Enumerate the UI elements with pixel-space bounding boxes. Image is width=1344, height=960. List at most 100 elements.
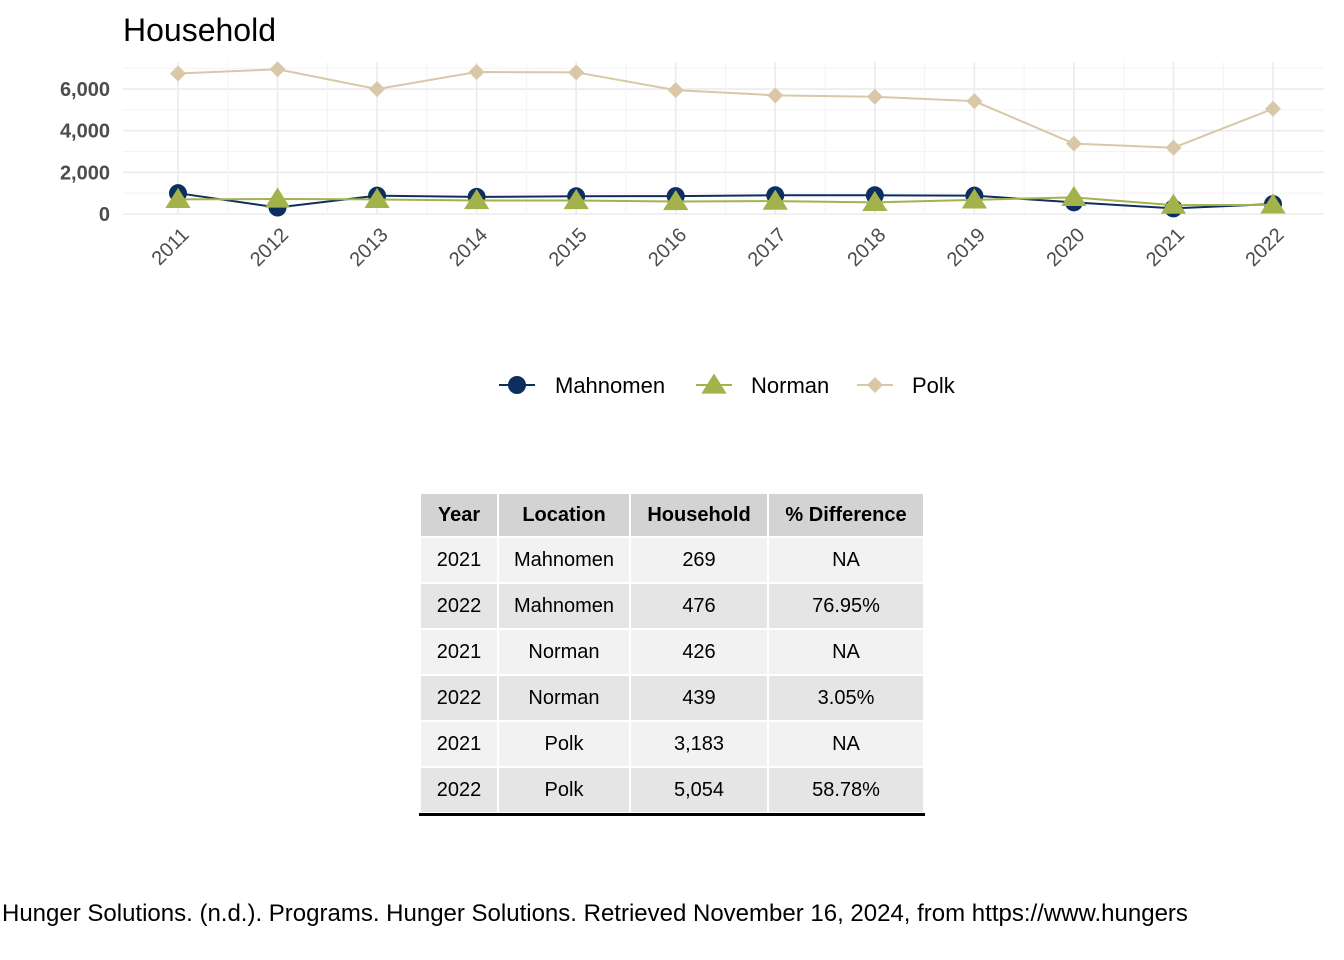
table-row: 2022 Polk 5,054 58.78% [421,768,923,812]
table-cell: Norman [499,676,629,720]
x-tick-label: 2011 [148,224,194,270]
table-cell: 58.78% [769,768,923,812]
table-cell: Mahnomen [499,538,629,582]
x-tick-label: 2022 [1242,224,1289,271]
source-citation: Hunger Solutions. (n.d.). Programs. Hung… [2,900,1188,927]
table-cell: Polk [499,722,629,766]
polk-point [468,63,485,80]
summary-table: Year Location Household% Difference 2021 Ma… [419,492,925,814]
norman-point [165,187,191,209]
norman-point [762,189,788,210]
y-tick-label: 0 [99,204,110,226]
polk-point [369,81,386,98]
table-header-row: Year Location Household% Difference [421,494,923,536]
table-cell: 3.05% [769,676,923,720]
norman-point [563,188,589,210]
x-tick-label: 2016 [644,224,691,271]
y-tick-label: 2,000 [60,162,110,184]
polk-point [1165,139,1182,156]
polk-line [177,68,1274,149]
table-row: 2022 Norman 439 3.05% [421,676,923,720]
x-tick-label: 2017 [744,224,791,271]
table-cell: 2022 [421,768,497,812]
legend-label: Polk [912,373,956,398]
polk-point [866,88,883,105]
x-tick-label: 2012 [246,224,293,271]
x-tick-label: 2015 [545,224,592,271]
table-cell: 2021 [421,538,497,582]
norman-point [463,188,490,210]
table-header-cell: Year [421,494,497,536]
polk-point [1065,135,1082,152]
table-bottom-rule [419,813,925,816]
table-cell: 2021 [421,630,497,674]
polk-point [966,93,983,110]
legend-key-marker [867,377,883,393]
norman-point [1160,193,1187,214]
table-cell: NA [769,722,923,766]
legend-label: Norman [751,373,829,398]
x-tick-label: 2020 [1042,224,1089,271]
table-cell: Norman [499,630,629,674]
legend-key-marker [508,376,526,394]
table-cell: 269 [631,538,767,582]
polk-point [767,87,784,104]
polk-point [170,65,186,82]
norman-point [1260,193,1286,214]
x-axis: 2011 2012 2013 2014 2015 2016 2017 2018 2019 2020… [148,224,1289,271]
table-cell: Polk [499,768,629,812]
table-row: 2021 Polk 3,183 NA [421,722,923,766]
norman-line [177,196,1274,207]
legend-key-marker [701,373,727,394]
chart-grid [123,62,1324,215]
x-tick-label: 2014 [445,224,492,271]
table-header-cell: Location [499,494,629,536]
table-cell: 5,054 [631,768,767,812]
series-polk [170,61,1281,156]
x-tick-label: 2013 [346,224,393,271]
table-cell: 2021 [421,722,497,766]
table-cell: 76.95% [769,584,923,628]
y-axis: 0 2,000 4,000 6,000 [60,79,110,226]
series-norman [165,185,1286,214]
norman-point [264,187,291,208]
chart-title: Household [123,12,276,48]
polk-point [568,64,585,81]
table-cell: 2022 [421,676,497,720]
x-tick-label: 2018 [843,224,890,271]
y-tick-label: 4,000 [60,121,110,143]
x-tick-label: 2019 [943,224,990,271]
legend-item-norman: Norman [696,373,829,398]
x-tick-label: 2021 [1142,224,1189,271]
table-row: 2021 Norman 426 NA [421,630,923,674]
table-cell: NA [769,630,923,674]
norman-point [961,188,988,209]
table-header-cell: Household [631,494,767,536]
table-row: 2022 Mahnomen 476 76.95% [421,584,923,628]
norman-point [862,190,888,211]
table-cell: 3,183 [631,722,767,766]
legend-label: Mahnomen [555,373,665,398]
table-cell: 476 [631,584,767,628]
table-header-cell: % Difference [769,494,923,536]
table-row: 2021 Mahnomen 269 NA [421,538,923,582]
mahnomen-line [177,192,1274,210]
polk-point [667,82,684,99]
legend-item-mahnomen: Mahnomen [499,373,665,398]
chart-legend: Mahnomen Norman Polk [499,373,956,398]
norman-point [364,187,390,209]
table-cell: NA [769,538,923,582]
norman-point [663,190,689,211]
polk-point [269,61,286,78]
polk-point [1265,100,1281,117]
table-cell: Mahnomen [499,584,629,628]
table-body: 2021 Mahnomen 269 NA 2022 Mahnomen 476 76.95% 20… [421,538,923,812]
y-tick-label: 6,000 [60,79,110,101]
table-cell: 439 [631,676,767,720]
table-cell: 426 [631,630,767,674]
table-cell: 2022 [421,584,497,628]
chart-series [165,61,1286,218]
norman-point [1061,185,1087,206]
legend-item-polk: Polk [857,373,956,398]
